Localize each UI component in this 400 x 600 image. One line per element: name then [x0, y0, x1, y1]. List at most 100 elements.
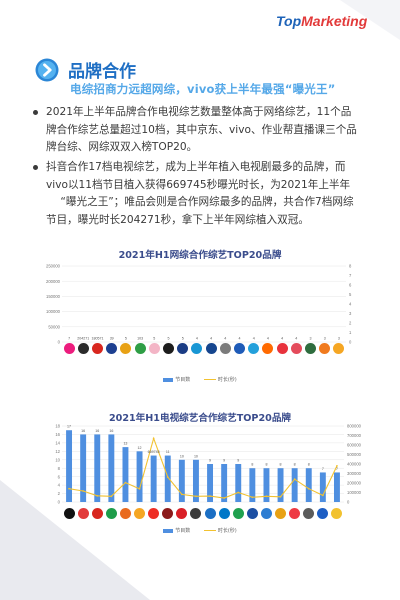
y-right-tick-label: 100000 [347, 490, 362, 495]
brand-logo-蒙牛-icon [176, 508, 188, 519]
chevron-right-icon [35, 58, 59, 82]
data-label: 4 [210, 336, 212, 340]
bar-金典 [263, 468, 270, 502]
y-right-tick-label: 400000 [347, 462, 362, 467]
data-label: 10 [194, 454, 198, 458]
y-right-tick-label: 6 [349, 283, 352, 288]
line-point [124, 481, 127, 484]
brand-logo-哈啰-icon [163, 343, 174, 354]
data-label: 204271 [77, 336, 89, 340]
line-point [180, 493, 183, 496]
brand-logo-vivo-icon [77, 343, 89, 354]
legend-label-bars: 节目数 [175, 528, 191, 534]
decorative-corner-shape-top [340, 0, 400, 40]
data-label: 5 [153, 336, 155, 340]
data-label: 5 [182, 336, 184, 340]
data-label: 9 [223, 459, 225, 463]
line-point [152, 437, 155, 440]
data-label: 16 [81, 429, 85, 433]
data-label: 16 [95, 429, 99, 433]
bullet-paragraph-2: 抖音合作17档电视综艺，成为上半年植入电视剧最多的品牌，而 vivo以11档节目… [33, 159, 368, 229]
line-point [82, 490, 85, 492]
brand-logo-金典-icon [260, 508, 272, 519]
bar-抖音 [66, 430, 73, 502]
data-label: 669745 [148, 450, 160, 454]
bullet-line: vivo以11档节目植入获得669745秒曝光时长，为2021年上半年 [46, 178, 351, 191]
brand-logo-ONE-icon [276, 343, 288, 354]
y-left-tick-label: 0 [58, 340, 61, 345]
topmarketing-logo: TopMarketing [276, 12, 388, 30]
brand-logo-奥迪-icon [317, 508, 329, 519]
data-label: 7 [68, 336, 70, 340]
y-right-tick-label: 700000 [347, 433, 362, 438]
bullet-paragraph-1: 2021年上半年品牌合作电视综艺数量整体高于网络综艺，11个品 牌合作综艺总量超… [33, 104, 368, 157]
y-right-tick-label: 2 [349, 321, 352, 326]
section-subtitle: 电综招商力远超网综，vivo获上半年最强“曝光王” [70, 82, 336, 96]
y-left-tick-label: 12 [55, 449, 60, 454]
brand-logo-伊利-icon [162, 508, 174, 519]
data-label: 3 [310, 336, 312, 340]
legend-line-swatch [203, 529, 216, 532]
y-right-tick-label: 600000 [347, 443, 362, 448]
chart-title-tv-variety: 2021年H1电视综艺合作综艺TOP20品牌 [108, 413, 292, 424]
brand-logo-安慕希-icon [333, 343, 345, 354]
logo-text-part1: Top [276, 13, 302, 29]
data-label: 11 [166, 450, 170, 454]
data-label: 4 [281, 336, 283, 340]
bullet-line: 2021年上半年品牌合作电视综艺数量整体高于网络综艺，11个品 [46, 106, 352, 118]
legend-label-bars: 节目数 [175, 377, 191, 383]
bar-小米 [122, 447, 129, 502]
brand-logo-百度-icon [218, 508, 230, 519]
bar-可口可乐 [235, 464, 242, 502]
bar-快手 [305, 468, 312, 502]
legend-line-swatch [203, 378, 216, 381]
data-label: 39 [110, 336, 114, 340]
svg-text:TopMarketing: TopMarketing [276, 13, 368, 29]
line-point [307, 487, 310, 490]
bullet-dot [33, 165, 38, 170]
bar-王老吉 [192, 459, 199, 502]
data-label: 17 [67, 425, 71, 429]
line-point [223, 497, 226, 499]
bullet-line: 节目，曝光时长204271秒，拿下上半年网综植入双冠。 [46, 213, 309, 226]
y-right-tick-label: 0 [349, 340, 352, 345]
brand-logo-OPPO-icon [134, 343, 146, 354]
brand-logo-雪碧-icon [191, 343, 203, 354]
data-label: 16 [109, 429, 113, 433]
y-right-tick-label: 3 [349, 311, 352, 316]
y-right-tick-label: 5 [349, 292, 352, 297]
y-left-tick-label: 0 [58, 500, 61, 505]
brand-logo-快手-icon [219, 343, 231, 354]
data-label: 4 [239, 336, 241, 340]
y-left-tick-label: 150000 [46, 294, 61, 299]
brand-logo-作业帮直播课-icon [106, 343, 118, 354]
y-left-tick-label: 100000 [46, 309, 61, 314]
y-right-tick-label: 800000 [347, 424, 362, 429]
chart-tv-variety-top20: 0 2 4 6 8 10 12 14 16 18 0 100000 200000 300000 400000… [55, 424, 361, 505]
brand-logo-大众-icon [177, 343, 189, 354]
bar-百度 [221, 464, 228, 502]
data-label: 3 [324, 336, 326, 340]
bar-安慕希 [277, 468, 284, 502]
data-label: 8 [294, 463, 296, 467]
data-label: 12 [138, 446, 142, 450]
brand-logo-京东-icon [248, 343, 260, 354]
y-left-tick-label: 14 [55, 440, 60, 445]
brand-logo-银鹭-icon [331, 508, 343, 519]
data-label: 5 [168, 336, 170, 340]
data-label: 4 [253, 336, 255, 340]
bar-美团 [291, 468, 298, 502]
data-label: 3 [338, 336, 340, 340]
y-right-tick-label: 200000 [347, 481, 362, 486]
data-label: 10 [180, 454, 184, 458]
bullet-dot [33, 110, 38, 115]
data-label: 8 [280, 463, 282, 467]
line-point [279, 495, 282, 498]
data-label: 9 [209, 459, 211, 463]
brand-logo-可口可乐-icon [232, 508, 244, 519]
brand-logo-OPPO-icon [105, 508, 117, 519]
y-right-tick-label: 500000 [347, 452, 362, 457]
bar-银鹭 [333, 472, 340, 502]
data-label: 8 [265, 463, 267, 467]
data-label: 8 [308, 463, 310, 467]
